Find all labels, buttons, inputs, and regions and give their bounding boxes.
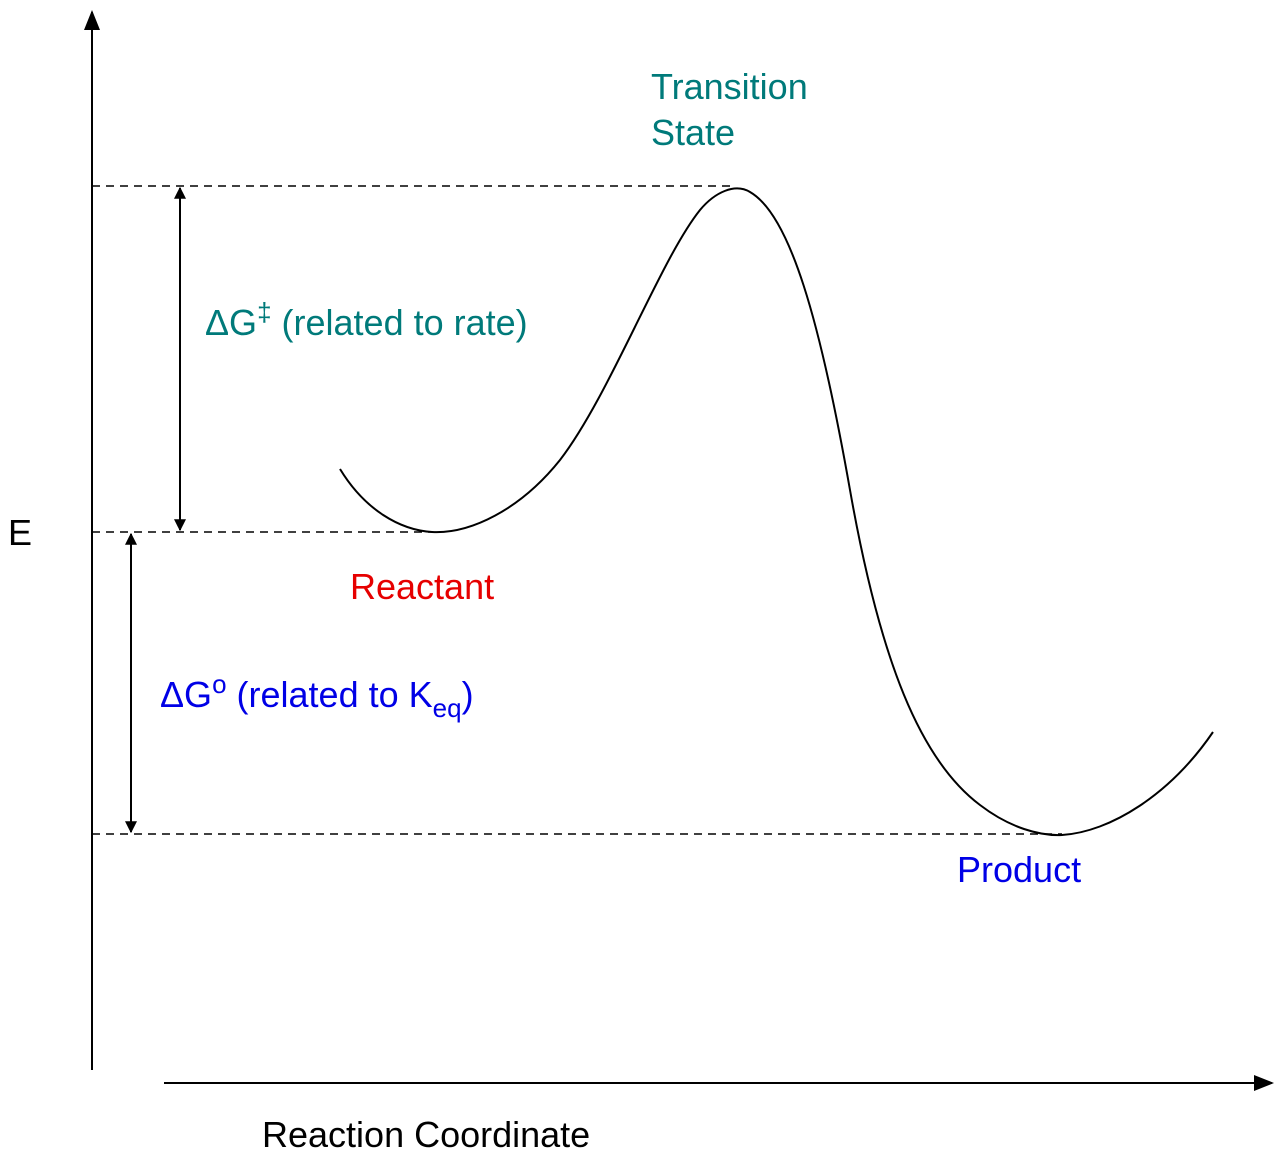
reactant-label: Reactant <box>350 566 495 607</box>
transition-state-label-line2: State <box>651 112 736 153</box>
standard-free-energy-superscript: o <box>212 669 227 699</box>
transition-state-label-line1: Transition <box>651 66 808 107</box>
standard-free-energy-label: ΔGo (related to Keq) <box>160 669 474 721</box>
activation-energy-label: ΔG‡ (related to rate) <box>205 297 528 346</box>
y-axis-label: E <box>8 512 33 553</box>
activation-energy-symbol: ΔG <box>205 302 258 343</box>
x-axis-label: Reaction Coordinate <box>262 1114 591 1155</box>
standard-free-energy-subscript: eq <box>432 693 462 723</box>
activation-energy-text: (related to rate) <box>271 302 528 343</box>
standard-free-energy-close: ) <box>461 674 474 715</box>
standard-free-energy-symbol: ΔG <box>160 674 213 715</box>
product-label: Product <box>957 849 1082 890</box>
standard-free-energy-text: (related to K <box>226 674 433 715</box>
activation-energy-superscript: ‡ <box>257 297 272 327</box>
reaction-energy-curve <box>339 187 1214 837</box>
transition-state-label: Transition State <box>651 64 808 156</box>
